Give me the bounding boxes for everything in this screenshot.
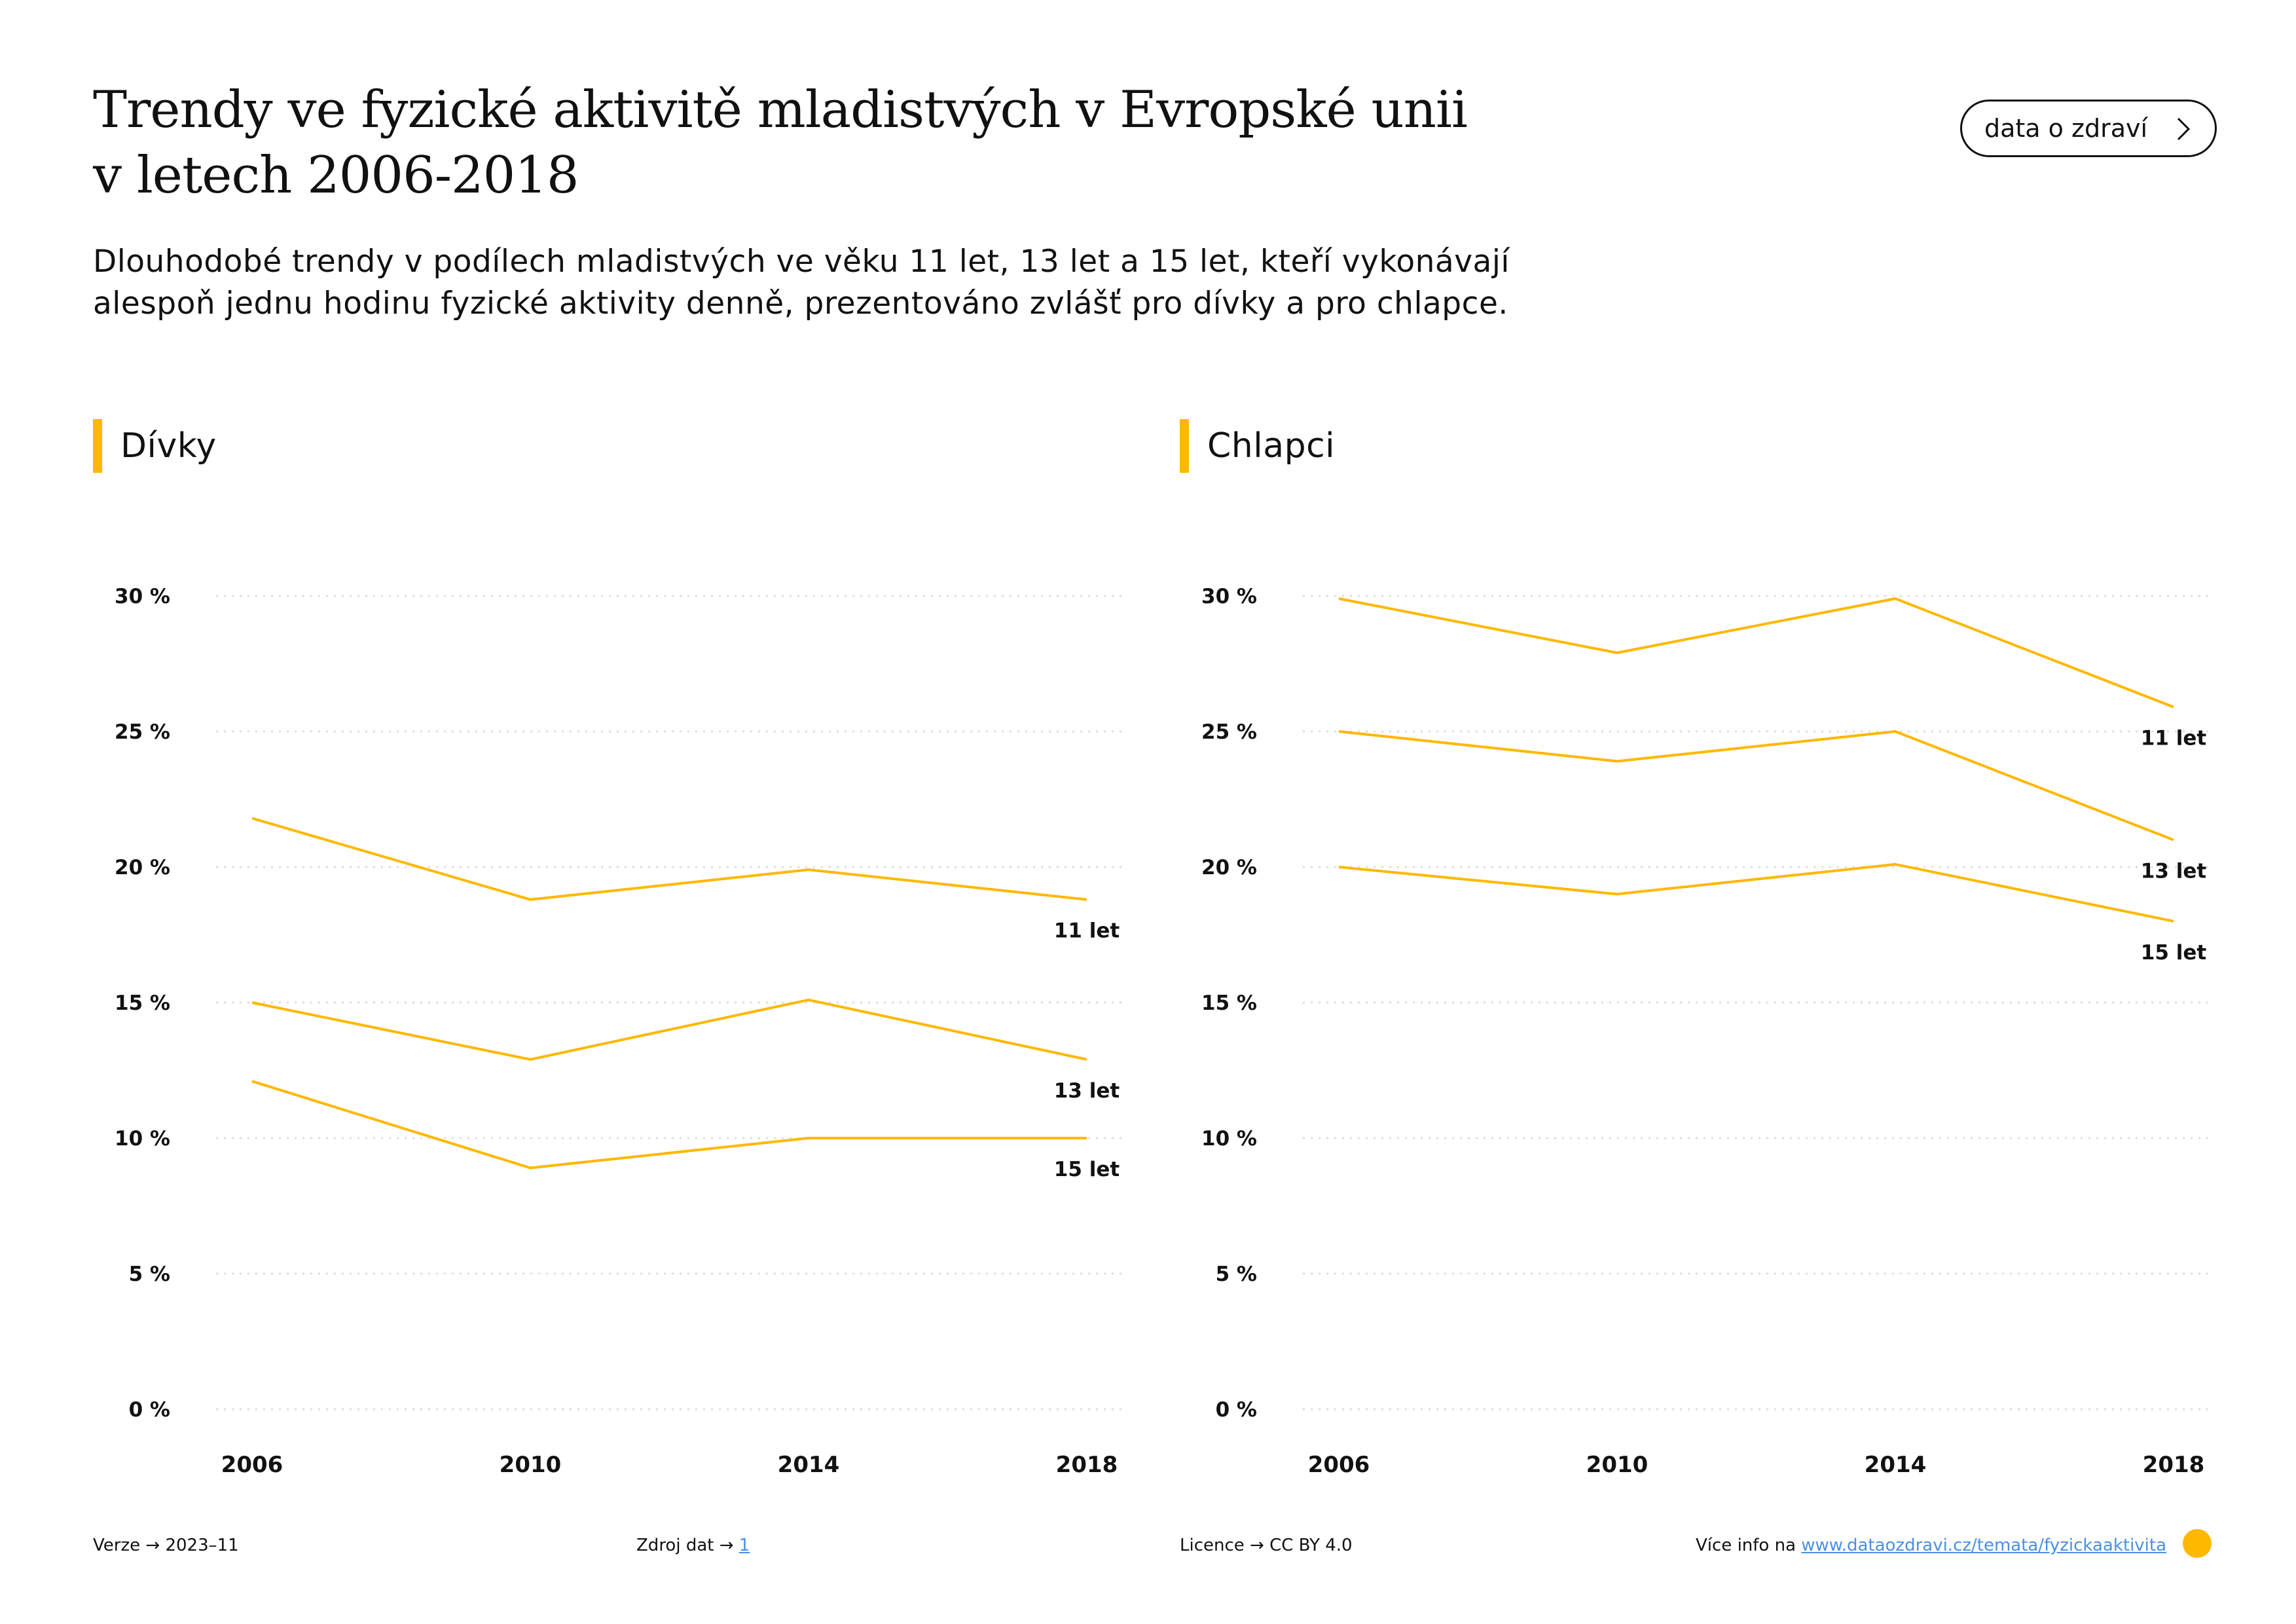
x-tick-label: 2006 <box>221 1452 283 1478</box>
y-tick-label: 30 % <box>115 585 170 608</box>
info-link[interactable]: www.dataozdravi.cz/temata/fyzickaaktivit… <box>1801 1536 2167 1555</box>
chevron-right-icon <box>2177 117 2191 141</box>
series-line-15-let <box>251 1080 1087 1170</box>
panel-accent-bar <box>1180 419 1189 473</box>
y-tick-label: 0 % <box>129 1398 170 1422</box>
footer-version: Verze → 2023–11 <box>93 1536 239 1555</box>
y-tick-label: 20 % <box>115 856 170 879</box>
data-o-zdravi-button[interactable]: data o zdraví <box>1960 100 2217 157</box>
series-label: 15 let <box>1054 1158 1120 1181</box>
page-subtitle: Dlouhodobé trendy v podílech mladistvých… <box>93 241 1795 325</box>
x-tick-label: 2006 <box>1308 1452 1370 1478</box>
panel-accent-bar <box>93 419 102 473</box>
y-tick-label: 5 % <box>1216 1263 1257 1286</box>
subtitle-line-1: Dlouhodobé trendy v podílech mladistvých… <box>93 244 1510 280</box>
subtitle-line-2: alespoň jednu hodinu fyzické aktivity de… <box>93 286 1508 322</box>
source-link[interactable]: 1 <box>738 1536 750 1555</box>
y-tick-label: 5 % <box>129 1263 170 1286</box>
series-line-11-let <box>251 817 1087 901</box>
arrow-icon: → <box>1250 1536 1264 1555</box>
y-tick-label: 30 % <box>1201 585 1257 608</box>
series-line-15-let <box>1338 862 2174 923</box>
series-line-13-let <box>251 998 1087 1061</box>
y-tick-label: 10 % <box>115 1127 170 1151</box>
footer-source: Zdroj dat → 1 <box>636 1536 750 1555</box>
page-title: Trendy ve fyzické aktivitě mladistvých v… <box>93 77 1730 208</box>
series-label: 13 let <box>1054 1079 1120 1103</box>
series-label: 13 let <box>2141 860 2207 883</box>
panel-title-boys-label: Chlapci <box>1207 426 1336 466</box>
y-tick-label: 10 % <box>1201 1127 1257 1151</box>
y-tick-label: 25 % <box>115 720 170 744</box>
x-tick-label: 2018 <box>1056 1452 1118 1478</box>
arrow-icon: → <box>719 1536 734 1555</box>
footer-info: Více info na www.dataozdravi.cz/temata/f… <box>1696 1536 2167 1555</box>
arrow-icon: → <box>145 1536 160 1555</box>
brand-button-label: data o zdraví <box>1984 114 2148 143</box>
x-tick-label: 2010 <box>1586 1452 1649 1478</box>
panel-title-girls-label: Dívky <box>120 426 217 466</box>
y-tick-label: 15 % <box>115 991 170 1015</box>
x-tick-label: 2010 <box>500 1452 562 1478</box>
y-tick-label: 25 % <box>1201 720 1257 744</box>
logo-icon <box>2183 1529 2212 1558</box>
footer-license: Licence → CC BY 4.0 <box>1180 1536 1353 1555</box>
series-label: 11 let <box>1054 919 1120 943</box>
footer: Verze → 2023–11 Zdroj dat → 1 Licence → … <box>0 1536 2296 1568</box>
x-tick-label: 2014 <box>778 1452 840 1478</box>
x-tick-label: 2014 <box>1865 1452 1927 1478</box>
title-line-2: v letech 2006-2018 <box>93 146 579 205</box>
series-line-13-let <box>1338 730 2174 841</box>
panel-title-boys: Chlapci <box>1180 419 1335 473</box>
series-label: 11 let <box>2141 727 2207 750</box>
title-line-1: Trendy ve fyzické aktivitě mladistvých v… <box>93 81 1468 139</box>
x-tick-label: 2018 <box>2143 1452 2205 1478</box>
y-tick-label: 20 % <box>1201 856 1257 879</box>
y-tick-label: 0 % <box>1216 1398 1257 1422</box>
y-tick-label: 15 % <box>1201 991 1257 1015</box>
panel-title-girls: Dívky <box>93 419 217 473</box>
series-line-11-let <box>1338 597 2174 709</box>
series-label: 15 let <box>2141 941 2207 965</box>
